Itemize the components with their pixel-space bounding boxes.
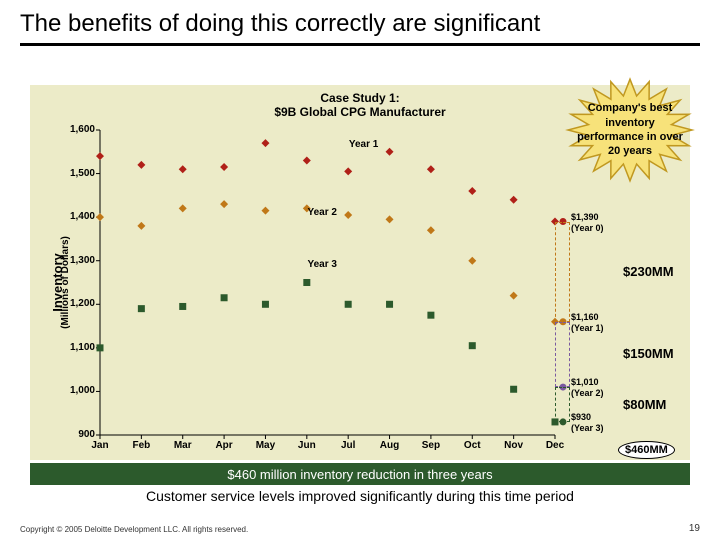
- y-tick-label: 1,600: [45, 124, 95, 135]
- y-tick-label: 1,300: [45, 255, 95, 266]
- reference-value-label: $1,390: [571, 212, 599, 222]
- x-tick-label: Oct: [457, 440, 487, 451]
- title-rule: [20, 43, 700, 46]
- x-tick-label: Dec: [540, 440, 570, 451]
- page-number: 19: [689, 523, 700, 534]
- plot-svg: [100, 130, 555, 435]
- savings-bracket: [555, 387, 570, 422]
- reference-year-label: (Year 3): [571, 423, 604, 433]
- reference-year-label: (Year 0): [571, 223, 604, 233]
- savings-label: $80MM: [623, 397, 666, 412]
- chart-area: Case Study 1: $9B Global CPG Manufacture…: [30, 85, 690, 460]
- y-tick-label: 1,200: [45, 298, 95, 309]
- plot-area: Inventory (Millions of Dollars) 9001,000…: [100, 130, 555, 435]
- x-tick-label: Mar: [168, 440, 198, 451]
- x-tick-label: May: [250, 440, 280, 451]
- x-tick-label: Jan: [85, 440, 115, 451]
- y-tick-label: 1,500: [45, 168, 95, 179]
- reference-year-label: (Year 2): [571, 388, 604, 398]
- starburst-text: Company's best inventory performance in …: [560, 75, 700, 185]
- reference-year-label: (Year 1): [571, 323, 604, 333]
- reference-value-label: $1,160: [571, 312, 599, 322]
- reference-value-label: $1,010: [571, 377, 599, 387]
- y-tick-label: 1,100: [45, 342, 95, 353]
- series-label: Year 3: [308, 259, 337, 270]
- series-label: Year 1: [349, 139, 378, 150]
- savings-bracket: [555, 322, 570, 387]
- x-tick-label: Sep: [416, 440, 446, 451]
- x-tick-label: Feb: [126, 440, 156, 451]
- x-tick-label: Aug: [375, 440, 405, 451]
- copyright-footer: Copyright © 2005 Deloitte Development LL…: [20, 525, 248, 534]
- series-label: Year 2: [308, 207, 337, 218]
- secondary-caption: Customer service levels improved signifi…: [0, 488, 720, 504]
- starburst: Company's best inventory performance in …: [560, 75, 700, 185]
- reference-value-label: $930: [571, 412, 591, 422]
- slide: The benefits of doing this correctly are…: [0, 0, 720, 540]
- green-caption-bar: $460 million inventory reduction in thre…: [30, 463, 690, 485]
- x-tick-label: Jul: [333, 440, 363, 451]
- y-tick-label: 1,400: [45, 211, 95, 222]
- green-caption-text: $460 million inventory reduction in thre…: [227, 467, 492, 482]
- savings-label: $150MM: [623, 346, 674, 361]
- x-tick-label: Jun: [292, 440, 322, 451]
- title-area: The benefits of doing this correctly are…: [0, 0, 720, 46]
- slide-title: The benefits of doing this correctly are…: [20, 10, 700, 39]
- y-tick-label: 900: [45, 429, 95, 440]
- x-tick-label: Apr: [209, 440, 239, 451]
- total-savings-oval: $460MM: [618, 441, 675, 459]
- x-tick-label: Nov: [499, 440, 529, 451]
- savings-label: $230MM: [623, 264, 674, 279]
- y-tick-label: 1,000: [45, 385, 95, 396]
- savings-bracket: [555, 222, 570, 322]
